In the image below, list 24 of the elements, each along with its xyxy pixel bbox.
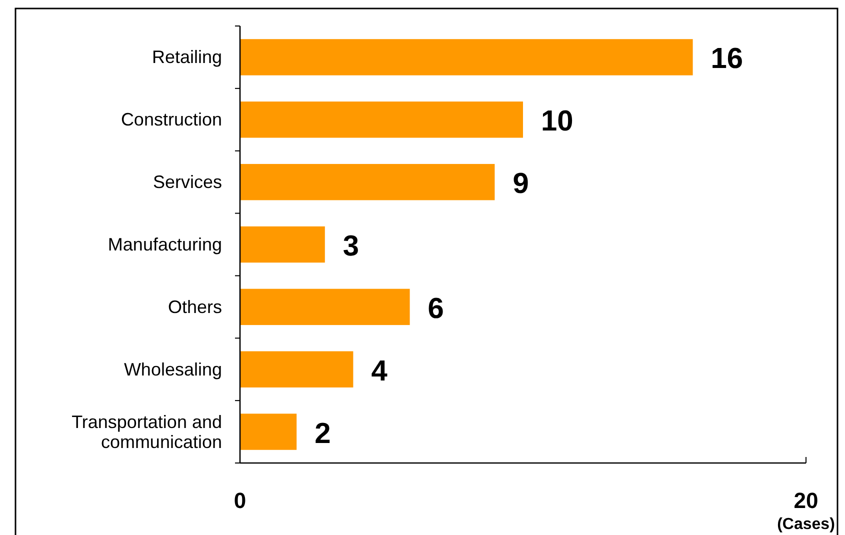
data-label: 16 [710, 43, 744, 76]
bar [240, 226, 325, 263]
y-tick-label: Retailing [152, 47, 222, 68]
bar [240, 414, 297, 450]
x-tick-label: 0 [234, 488, 246, 513]
x-axis-title: (Cases) [777, 516, 835, 533]
data-label: 10 [541, 106, 574, 138]
bar [240, 102, 523, 138]
data-label: 6 [428, 292, 444, 325]
x-tick-label: 20 [794, 488, 818, 513]
y-tick-label: Transportation and communication [72, 412, 222, 452]
y-tick-label: Construction [120, 110, 222, 130]
y-tick-label: Services [152, 172, 222, 192]
bar [240, 351, 354, 388]
data-label: 2 [314, 418, 331, 450]
data-label: 4 [371, 355, 388, 388]
y-tick-label: Wholesaling [124, 359, 222, 380]
bar [240, 288, 410, 326]
data-label: 9 [512, 168, 529, 200]
y-tick-label: Others [168, 296, 222, 317]
y-tick-label: Manufacturing [108, 234, 222, 254]
data-label: 3 [342, 230, 360, 262]
bar [240, 39, 693, 76]
bar [240, 164, 495, 200]
